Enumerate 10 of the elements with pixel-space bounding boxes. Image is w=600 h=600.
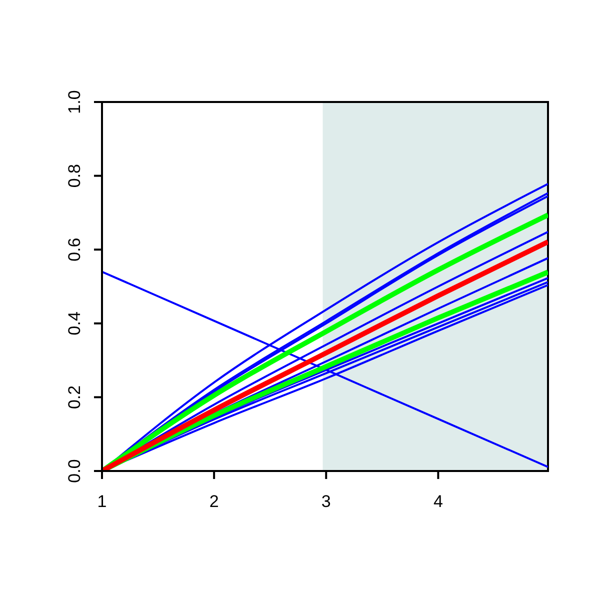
y-tick-label: 0.6 <box>65 238 84 262</box>
y-tick-label: 0.2 <box>65 385 84 410</box>
x-tick-label: 2 <box>209 492 219 512</box>
x-tick-label: 1 <box>97 492 107 512</box>
x-tick-label: 4 <box>433 492 443 512</box>
y-tick-label: 0.4 <box>65 312 84 336</box>
y-tick-label: 0.0 <box>65 459 84 483</box>
x-tick-label: 3 <box>321 492 331 512</box>
y-tick-label: 1.0 <box>65 90 84 114</box>
y-tick-label: 0.8 <box>65 164 84 188</box>
